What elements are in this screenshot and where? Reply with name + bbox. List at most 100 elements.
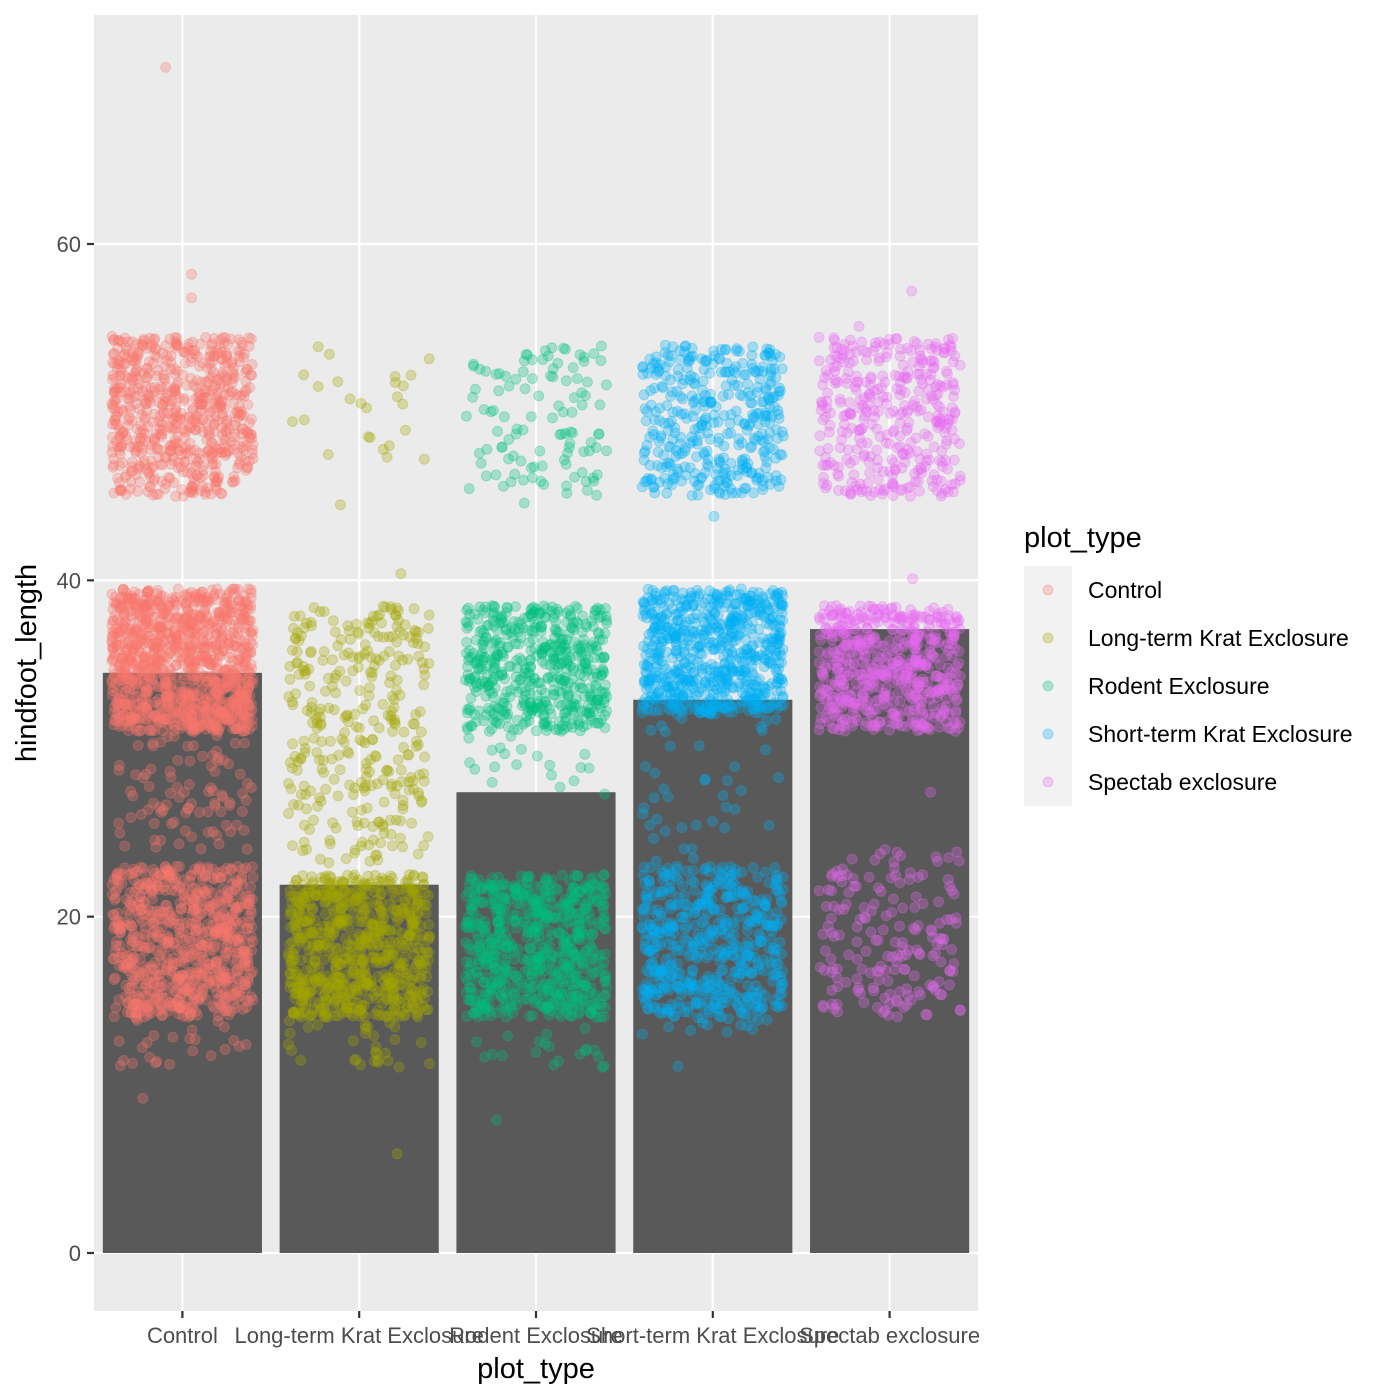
point (339, 727, 351, 739)
point (283, 808, 294, 819)
point (205, 1050, 217, 1062)
point (110, 383, 122, 395)
point (361, 928, 373, 940)
point (414, 934, 426, 946)
point (175, 407, 187, 419)
point (240, 384, 252, 396)
point (225, 648, 236, 660)
point (126, 354, 138, 366)
point (531, 750, 543, 762)
point (245, 369, 257, 381)
point (349, 708, 361, 720)
point (143, 467, 155, 479)
point (467, 391, 479, 403)
point (178, 490, 189, 502)
point (220, 426, 232, 438)
point (422, 831, 434, 843)
point (108, 909, 120, 921)
point (214, 698, 226, 710)
point (521, 906, 533, 918)
point (478, 635, 490, 647)
point (480, 470, 492, 482)
point (381, 764, 393, 776)
point (153, 451, 165, 463)
point (146, 462, 158, 473)
point (173, 838, 185, 850)
point (170, 388, 182, 400)
point (210, 475, 222, 487)
point (231, 965, 243, 977)
point (169, 383, 181, 395)
point (574, 349, 586, 361)
point (156, 417, 168, 429)
point (137, 424, 149, 436)
point (352, 626, 364, 638)
point (383, 440, 395, 452)
point (113, 817, 125, 829)
point (212, 909, 224, 921)
point (481, 443, 493, 455)
point (395, 764, 407, 776)
point (107, 418, 119, 430)
point (170, 336, 182, 348)
point (178, 687, 190, 699)
point (227, 366, 239, 378)
point (580, 618, 592, 630)
point (115, 367, 127, 379)
point (173, 445, 185, 457)
point (209, 472, 220, 484)
point (521, 871, 533, 883)
point (141, 703, 153, 715)
point (190, 453, 202, 465)
point (197, 750, 208, 762)
point (560, 375, 572, 387)
point (183, 338, 195, 350)
point (213, 398, 225, 410)
point (355, 397, 367, 409)
point (497, 650, 509, 662)
point (228, 471, 240, 482)
point (144, 481, 155, 493)
point (287, 738, 298, 750)
point (381, 451, 393, 463)
point (598, 869, 609, 881)
point (535, 475, 547, 487)
point (172, 462, 184, 474)
point (168, 816, 180, 828)
point (284, 938, 296, 950)
point (298, 414, 310, 426)
point (187, 487, 199, 499)
point (143, 390, 155, 402)
point (201, 362, 213, 374)
point (405, 369, 417, 381)
point (143, 394, 155, 406)
point (157, 459, 169, 471)
point (246, 432, 258, 444)
point (130, 365, 142, 377)
point (200, 651, 212, 663)
point (208, 350, 220, 362)
point (355, 879, 367, 891)
point (419, 751, 431, 763)
point (596, 889, 608, 901)
point (179, 346, 191, 358)
point (200, 376, 212, 388)
point (116, 438, 128, 450)
point (159, 483, 171, 495)
point (283, 778, 294, 789)
point (122, 372, 134, 384)
point (229, 428, 241, 440)
point (298, 780, 310, 792)
point (189, 1034, 201, 1045)
point (225, 605, 237, 617)
point (245, 429, 257, 441)
point (461, 956, 472, 968)
point (419, 669, 431, 681)
point (169, 386, 181, 397)
point (167, 440, 179, 452)
point (197, 393, 209, 405)
point (376, 887, 387, 899)
point (186, 798, 197, 809)
point (219, 332, 231, 343)
point (211, 583, 223, 595)
